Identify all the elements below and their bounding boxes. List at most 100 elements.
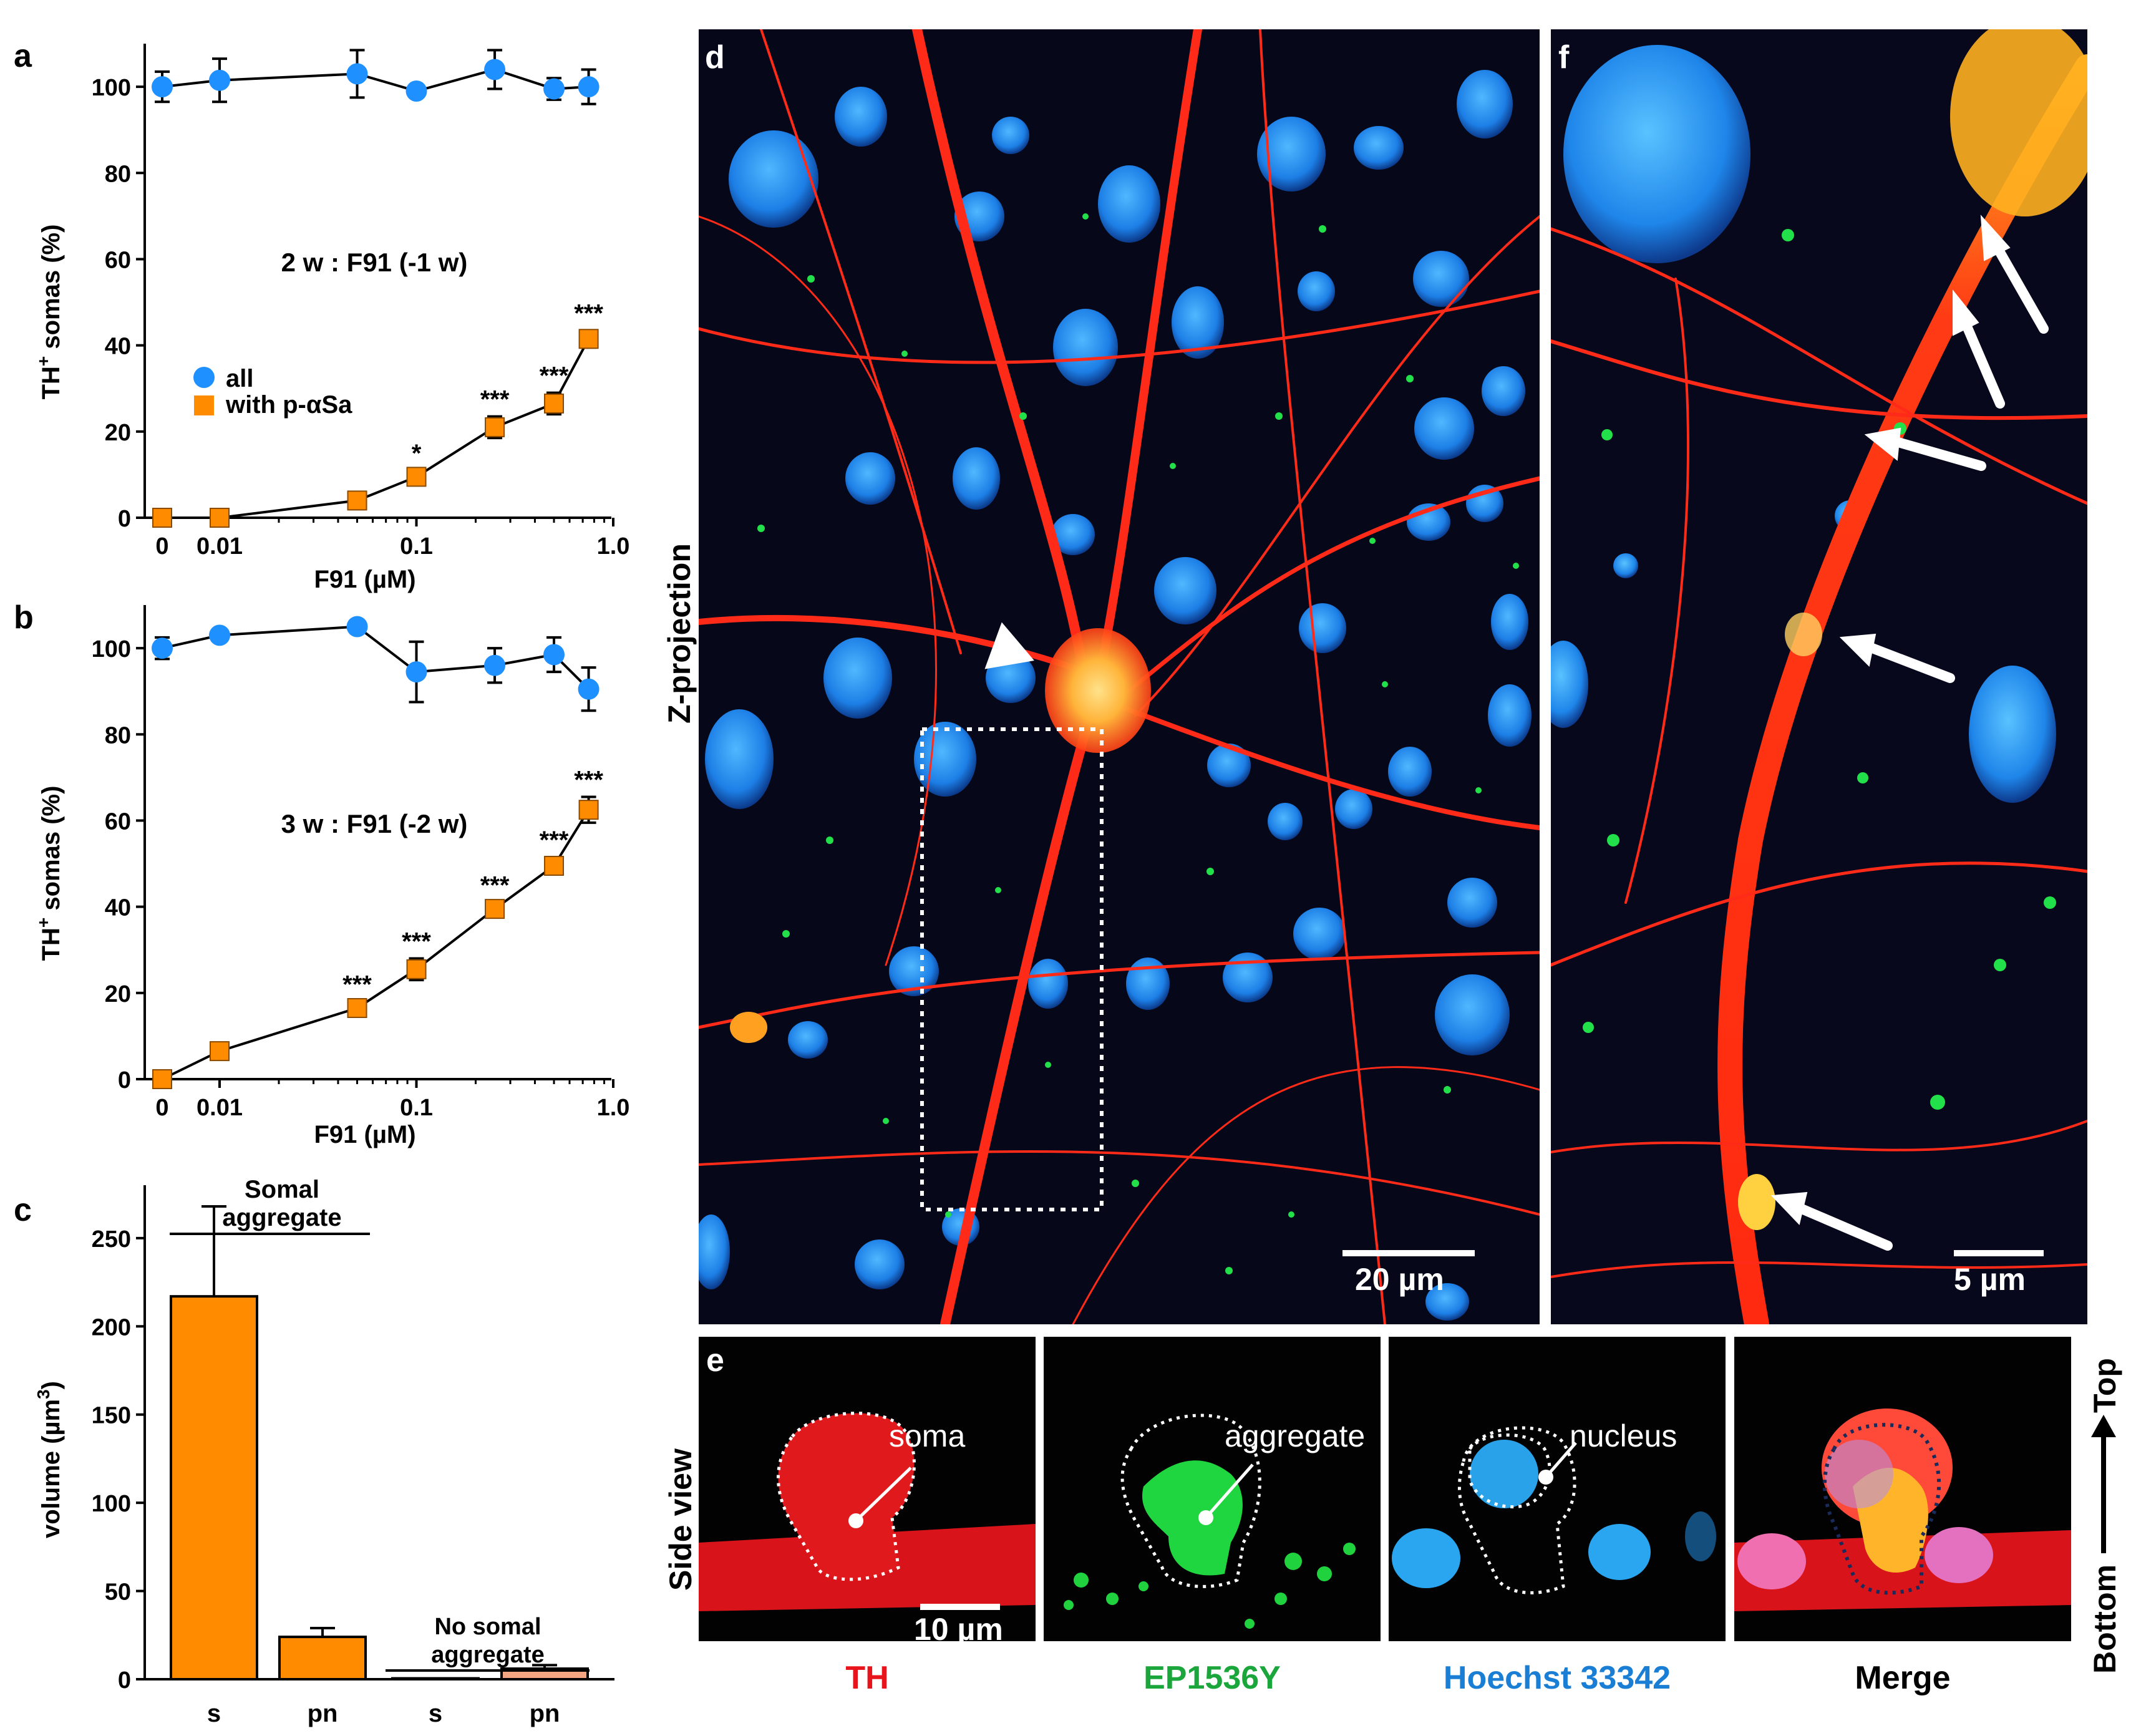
data-point-paS <box>544 393 565 414</box>
panel-b-ylabel: TH+ somas (%) <box>34 786 65 961</box>
y-tick-label: 200 <box>92 1314 131 1341</box>
panel-b-annotation: 3 w : F91 (-2 w) <box>281 809 468 838</box>
data-point-all <box>346 616 368 638</box>
panel-e-axis-bottom: Bottom <box>2087 1564 2122 1674</box>
data-point-paS <box>152 508 172 528</box>
significance-label: *** <box>342 971 372 999</box>
panel-e-merge-image <box>1734 1337 2071 1641</box>
data-point-paS <box>485 899 505 919</box>
data-point-paS <box>578 800 599 820</box>
data-point-all <box>209 69 230 91</box>
significance-label: *** <box>574 766 603 793</box>
x-tick-label: 0.1 <box>400 1095 433 1121</box>
panel-c-group1-label-line1: Somal <box>245 1176 319 1203</box>
panel-e-axis-top: Top <box>2087 1358 2122 1413</box>
data-point-all <box>543 644 565 666</box>
data-point-all <box>152 638 173 659</box>
panel-d-scalebar-label: 20 µm <box>1355 1262 1444 1297</box>
y-tick-label: 20 <box>105 981 131 1007</box>
legend-all-marker <box>193 367 215 388</box>
panel-e-nucleus-label: nucleus <box>1570 1418 1677 1453</box>
y-tick-label: 60 <box>105 808 131 835</box>
y-tick-label: 40 <box>105 334 131 360</box>
significance-label: *** <box>402 928 431 956</box>
panel-f-image <box>1551 29 2087 1324</box>
y-tick-label: 50 <box>105 1579 131 1606</box>
legend-paS-marker <box>194 395 214 415</box>
panel-a-annotation: 2 w : F91 (-1 w) <box>281 248 468 277</box>
data-point-paS <box>544 856 565 876</box>
panel-b-xlabel: F91 (µM) <box>314 1121 415 1148</box>
x-category-label: s <box>429 1700 442 1727</box>
panel-f-scalebar <box>1954 1250 2044 1256</box>
panel-e-soma-label: soma <box>889 1418 966 1453</box>
y-tick-label: 100 <box>92 1491 131 1517</box>
panel-e-scalebar <box>920 1604 1000 1610</box>
significance-label: *** <box>540 827 569 854</box>
data-point-paS <box>347 998 367 1018</box>
data-point-all <box>578 76 600 98</box>
caption-ep1536y: EP1536Y <box>1143 1660 1281 1696</box>
x-tick-label: 1.0 <box>597 1095 630 1121</box>
y-tick-label: 100 <box>92 636 131 662</box>
caption-hoechst: Hoechst 33342 <box>1443 1660 1671 1696</box>
series-line-paS <box>162 809 590 1080</box>
y-tick-label: 0 <box>118 506 131 532</box>
panel-a-xlabel: F91 (µM) <box>314 566 415 593</box>
y-tick-label: 250 <box>92 1226 131 1253</box>
panel-c-letter: c <box>14 1192 32 1228</box>
caption-merge: Merge <box>1855 1660 1951 1696</box>
y-tick-label: 100 <box>92 75 131 101</box>
significance-label: * <box>412 440 422 467</box>
panel-e-axis-arrow <box>2101 1428 2106 1553</box>
panel-d-side-label: Z-projection <box>662 543 697 724</box>
panel-e-axis-arrowhead <box>2091 1415 2116 1437</box>
panel-f-micrograph: f 5 µm <box>1551 29 2087 1324</box>
significance-label: *** <box>540 362 569 390</box>
panel-e-th-image: soma e 10 µm <box>699 1337 1036 1641</box>
panel-c-ylabel: volume (µm3) <box>34 1381 65 1538</box>
panel-f-letter: f <box>1558 39 1570 75</box>
panel-e-hoechst-image: nucleus <box>1389 1337 1726 1641</box>
caption-th: TH <box>845 1660 889 1696</box>
significance-label: *** <box>480 386 510 414</box>
x-category-label: s <box>207 1700 221 1727</box>
x-tick-label: 0 <box>155 533 168 560</box>
significance-label: *** <box>574 299 603 327</box>
data-point-paS <box>406 467 427 487</box>
x-tick-label: 0.01 <box>197 533 243 560</box>
x-tick-label: 0.01 <box>197 1095 243 1121</box>
data-point-all <box>405 80 427 102</box>
panel-c-chart: 0 50 100 150 200 250 s pn s pn Somal aggregate N… <box>34 1176 614 1727</box>
panel-d-micrograph: d 20 µm <box>699 29 1540 1324</box>
y-tick-label: 40 <box>105 895 131 921</box>
x-tick-label: 0 <box>155 1095 168 1121</box>
panel-a-ylabel: TH+ somas (%) <box>34 225 65 400</box>
panel-e-scalebar-label: 10 µm <box>914 1612 1003 1641</box>
x-category-label: pn <box>530 1700 560 1727</box>
data-point-paS <box>347 490 367 511</box>
panel-c-group1-label-line2: aggregate <box>222 1204 341 1231</box>
panel-b-letter: b <box>14 599 34 636</box>
data-point-paS <box>152 1069 172 1089</box>
bar-s <box>170 1295 258 1680</box>
legend-all-label: all <box>226 365 253 392</box>
y-tick-label: 0 <box>118 1067 131 1093</box>
panel-a-letter: a <box>14 38 32 74</box>
panel-e-letter: e <box>706 1342 724 1379</box>
x-tick-label: 1.0 <box>597 533 630 560</box>
data-point-paS <box>485 417 505 437</box>
y-tick-label: 150 <box>92 1403 131 1429</box>
data-point-all <box>152 76 173 98</box>
data-point-all <box>543 78 565 100</box>
panel-c-group2-label-line1: No somal <box>434 1614 541 1640</box>
panel-e-side-label: Side view <box>663 1448 698 1591</box>
data-point-paS <box>210 508 230 528</box>
data-point-all <box>484 59 506 80</box>
panel-e-ep-image: aggregate <box>1044 1337 1381 1641</box>
legend-paS-label: with p-αSa <box>225 391 352 419</box>
x-category-label: pn <box>308 1700 338 1727</box>
panel-d-letter: d <box>705 39 725 75</box>
panel-c-group2-label-line2: aggregate <box>431 1642 545 1668</box>
